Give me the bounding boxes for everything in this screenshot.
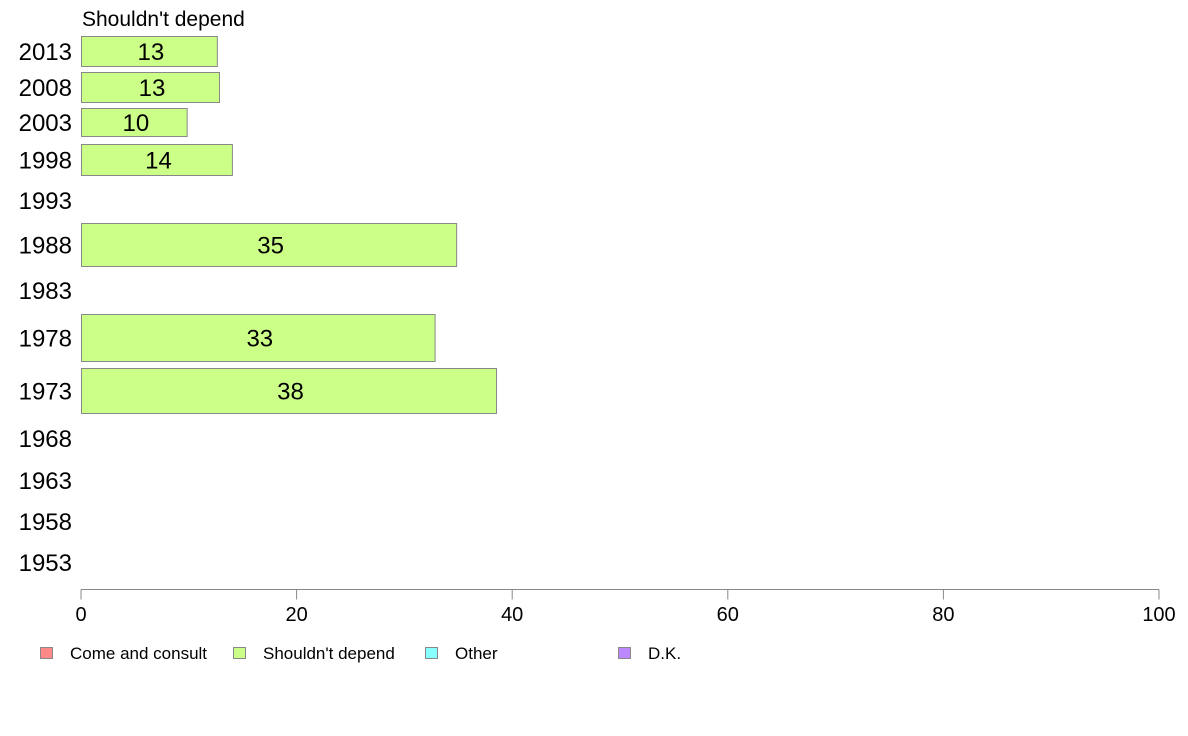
legend-label: Come and consult [70, 644, 207, 663]
legend: Come and consult Shouldn't depend Other D.K… [40, 644, 681, 663]
panel-title: Shouldn't depend [82, 8, 245, 31]
x-tick-label: 20 [285, 604, 307, 626]
y-tick-label: 1983 [19, 278, 72, 305]
bar [81, 223, 458, 267]
y-tick-label: 1993 [19, 188, 72, 215]
y-tick-label: 2008 [19, 75, 72, 102]
y-tick-label: 1953 [19, 550, 72, 577]
legend-swatch [40, 647, 53, 659]
y-tick-label: 1963 [19, 468, 72, 495]
y-axis-labels: 2013 2008 2003 1998 1993 1988 1983 1978 1973 1968… [19, 39, 72, 577]
y-tick-label: 2013 [19, 39, 72, 66]
bar-data-label: 33 [246, 326, 273, 353]
x-tick-label: 0 [75, 604, 86, 626]
bar [81, 108, 188, 137]
y-tick-label: 1973 [19, 379, 72, 406]
bar [81, 314, 436, 362]
y-tick-label: 1958 [19, 509, 72, 536]
legend-label: Other [455, 644, 498, 663]
bar [81, 72, 220, 103]
y-tick-label: 1968 [19, 426, 72, 453]
x-tick-label: 80 [932, 604, 954, 626]
legend-swatch [233, 647, 246, 659]
y-tick-label: 1978 [19, 326, 72, 353]
bar-data-label: 10 [122, 110, 149, 137]
bar-data-label: 38 [277, 379, 304, 406]
bar [81, 368, 498, 414]
y-tick-label: 2003 [19, 110, 72, 137]
y-tick-label: 1998 [19, 148, 72, 175]
x-tick-label: 40 [501, 604, 523, 626]
y-tick-label: 1988 [19, 233, 72, 260]
bar [81, 36, 218, 67]
bar-data-label: 13 [138, 39, 165, 66]
legend-label: Shouldn't depend [263, 644, 395, 663]
legend-swatch [425, 647, 438, 659]
legend-label: D.K. [648, 644, 681, 663]
bar-data-label: 14 [145, 148, 172, 175]
x-axis: 0 20 40 60 80 100 [75, 589, 1176, 626]
bar-data-label: 35 [257, 233, 284, 260]
x-tick-label: 100 [1142, 604, 1175, 626]
bar [81, 144, 233, 176]
legend-swatch [618, 647, 631, 659]
bar-data-label: 13 [139, 75, 166, 102]
x-tick-label: 60 [717, 604, 739, 626]
